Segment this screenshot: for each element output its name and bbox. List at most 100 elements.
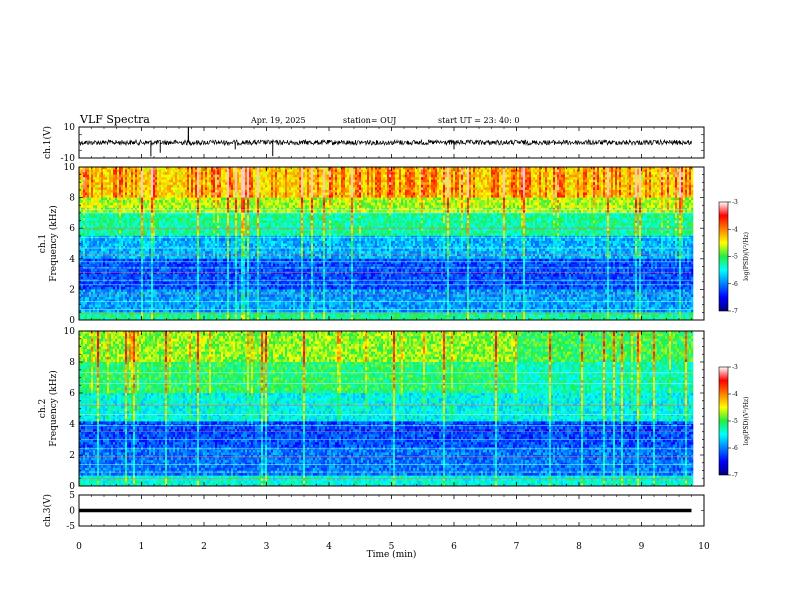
spec1-cell	[405, 172, 407, 175]
spec1-cell	[335, 170, 337, 173]
spec1-cell	[437, 172, 439, 175]
spec1-cell	[517, 172, 519, 175]
spec1-cell	[477, 172, 479, 175]
spec1-cell	[429, 170, 431, 173]
spec1-cell	[597, 172, 599, 175]
spec1-cell	[551, 172, 553, 175]
spec1-cell	[617, 170, 619, 173]
spec1-cell	[487, 170, 489, 173]
spec1-cell	[187, 172, 189, 175]
spec1-cell	[631, 172, 633, 175]
spec1-cell	[381, 170, 383, 173]
spec1-cell	[403, 172, 405, 175]
spec1-cell	[529, 172, 531, 175]
spec1-cell	[655, 170, 657, 173]
spec1-cell	[155, 170, 157, 173]
spec1-cell	[499, 172, 501, 175]
spec1-cell	[249, 170, 251, 173]
spec1-cell	[401, 172, 403, 175]
spec1-cell	[571, 172, 573, 175]
spec1-cell	[563, 172, 565, 175]
spec1-cell	[293, 170, 295, 173]
spec1-cell	[569, 170, 571, 173]
spec1-cell	[513, 172, 515, 175]
spec1-cell	[201, 170, 203, 173]
spec1-cell	[489, 170, 491, 173]
spec1-cell	[325, 172, 327, 175]
spec1-cell	[261, 172, 263, 175]
spec1-cell	[177, 172, 179, 175]
spec1-cell	[461, 172, 463, 175]
spec1-cell	[557, 172, 559, 175]
spec1-cell	[653, 170, 655, 173]
spec1-cell	[223, 172, 225, 175]
spec1-cell	[369, 170, 371, 173]
spec1-cell	[377, 170, 379, 173]
spec1-cell	[119, 172, 121, 175]
spec1-cell	[263, 172, 265, 175]
spec1-cell	[175, 170, 177, 173]
spec1-cell	[217, 170, 219, 173]
spec1-cell	[511, 172, 513, 175]
spec1-cell	[629, 172, 631, 175]
spec1-cell	[121, 172, 123, 175]
spec1-cell	[691, 170, 693, 173]
spec1-cell	[535, 170, 537, 173]
spec1-cell	[115, 170, 117, 173]
spec1-cell	[391, 172, 393, 175]
spec1-cell	[453, 172, 455, 175]
spec1-cell	[215, 170, 217, 173]
spec1-cell	[457, 170, 459, 173]
spec1-cell	[659, 170, 661, 173]
spec1-cell	[95, 172, 97, 175]
spec1-cell	[561, 172, 563, 175]
spec1-cell	[109, 172, 111, 175]
start-time-label: start UT = 23: 40: 0	[438, 116, 519, 125]
spec1-cell	[273, 172, 275, 175]
spec1-cell	[657, 170, 659, 173]
spec1-cell	[241, 172, 243, 175]
date-label: Apr. 19, 2025	[250, 116, 306, 125]
spec1-cell	[415, 172, 417, 175]
spec1-cell	[517, 170, 519, 173]
spec1-cell	[433, 170, 435, 173]
spec1-cell	[331, 170, 333, 173]
spec1-cell	[267, 170, 269, 173]
spec1-cell	[385, 170, 387, 173]
spec1-cell	[521, 172, 523, 175]
spec1-cell	[185, 172, 187, 175]
spec1-cell	[439, 172, 441, 175]
spec1-cell	[335, 172, 337, 175]
spec1-cell	[315, 172, 317, 175]
spec1-cell	[383, 170, 385, 173]
spec1-cell	[591, 170, 593, 173]
spec1-cell	[315, 170, 317, 173]
spec1-cell	[369, 172, 371, 175]
spec1-cell	[263, 170, 265, 173]
spec1-cell	[355, 172, 357, 175]
spec1-cell	[431, 170, 433, 173]
spec1-cell	[99, 170, 101, 173]
spec1-cell	[555, 170, 557, 173]
spec1-cell	[243, 172, 245, 175]
spec1-cell	[435, 170, 437, 173]
spec1-cell	[319, 172, 321, 175]
spec1-cell	[415, 170, 417, 173]
spec1-cell	[117, 172, 119, 175]
spec1-cell	[183, 170, 185, 173]
spec1-cell	[443, 172, 445, 175]
spec1-cell	[569, 172, 571, 175]
spec1-cell	[605, 172, 607, 175]
spec1-cell	[519, 172, 521, 175]
spec1-cell	[127, 172, 129, 175]
spec1-cell	[337, 170, 339, 173]
spec1-cell	[445, 172, 447, 175]
spec1-cell	[593, 170, 595, 173]
spec1-cell	[81, 172, 83, 175]
spec1-cell	[639, 170, 641, 173]
spec1-cell	[359, 172, 361, 175]
spec1-cell	[109, 170, 111, 173]
spec1-cell	[621, 170, 623, 173]
spec1-cell	[625, 170, 627, 173]
spec1-cell	[295, 170, 297, 173]
